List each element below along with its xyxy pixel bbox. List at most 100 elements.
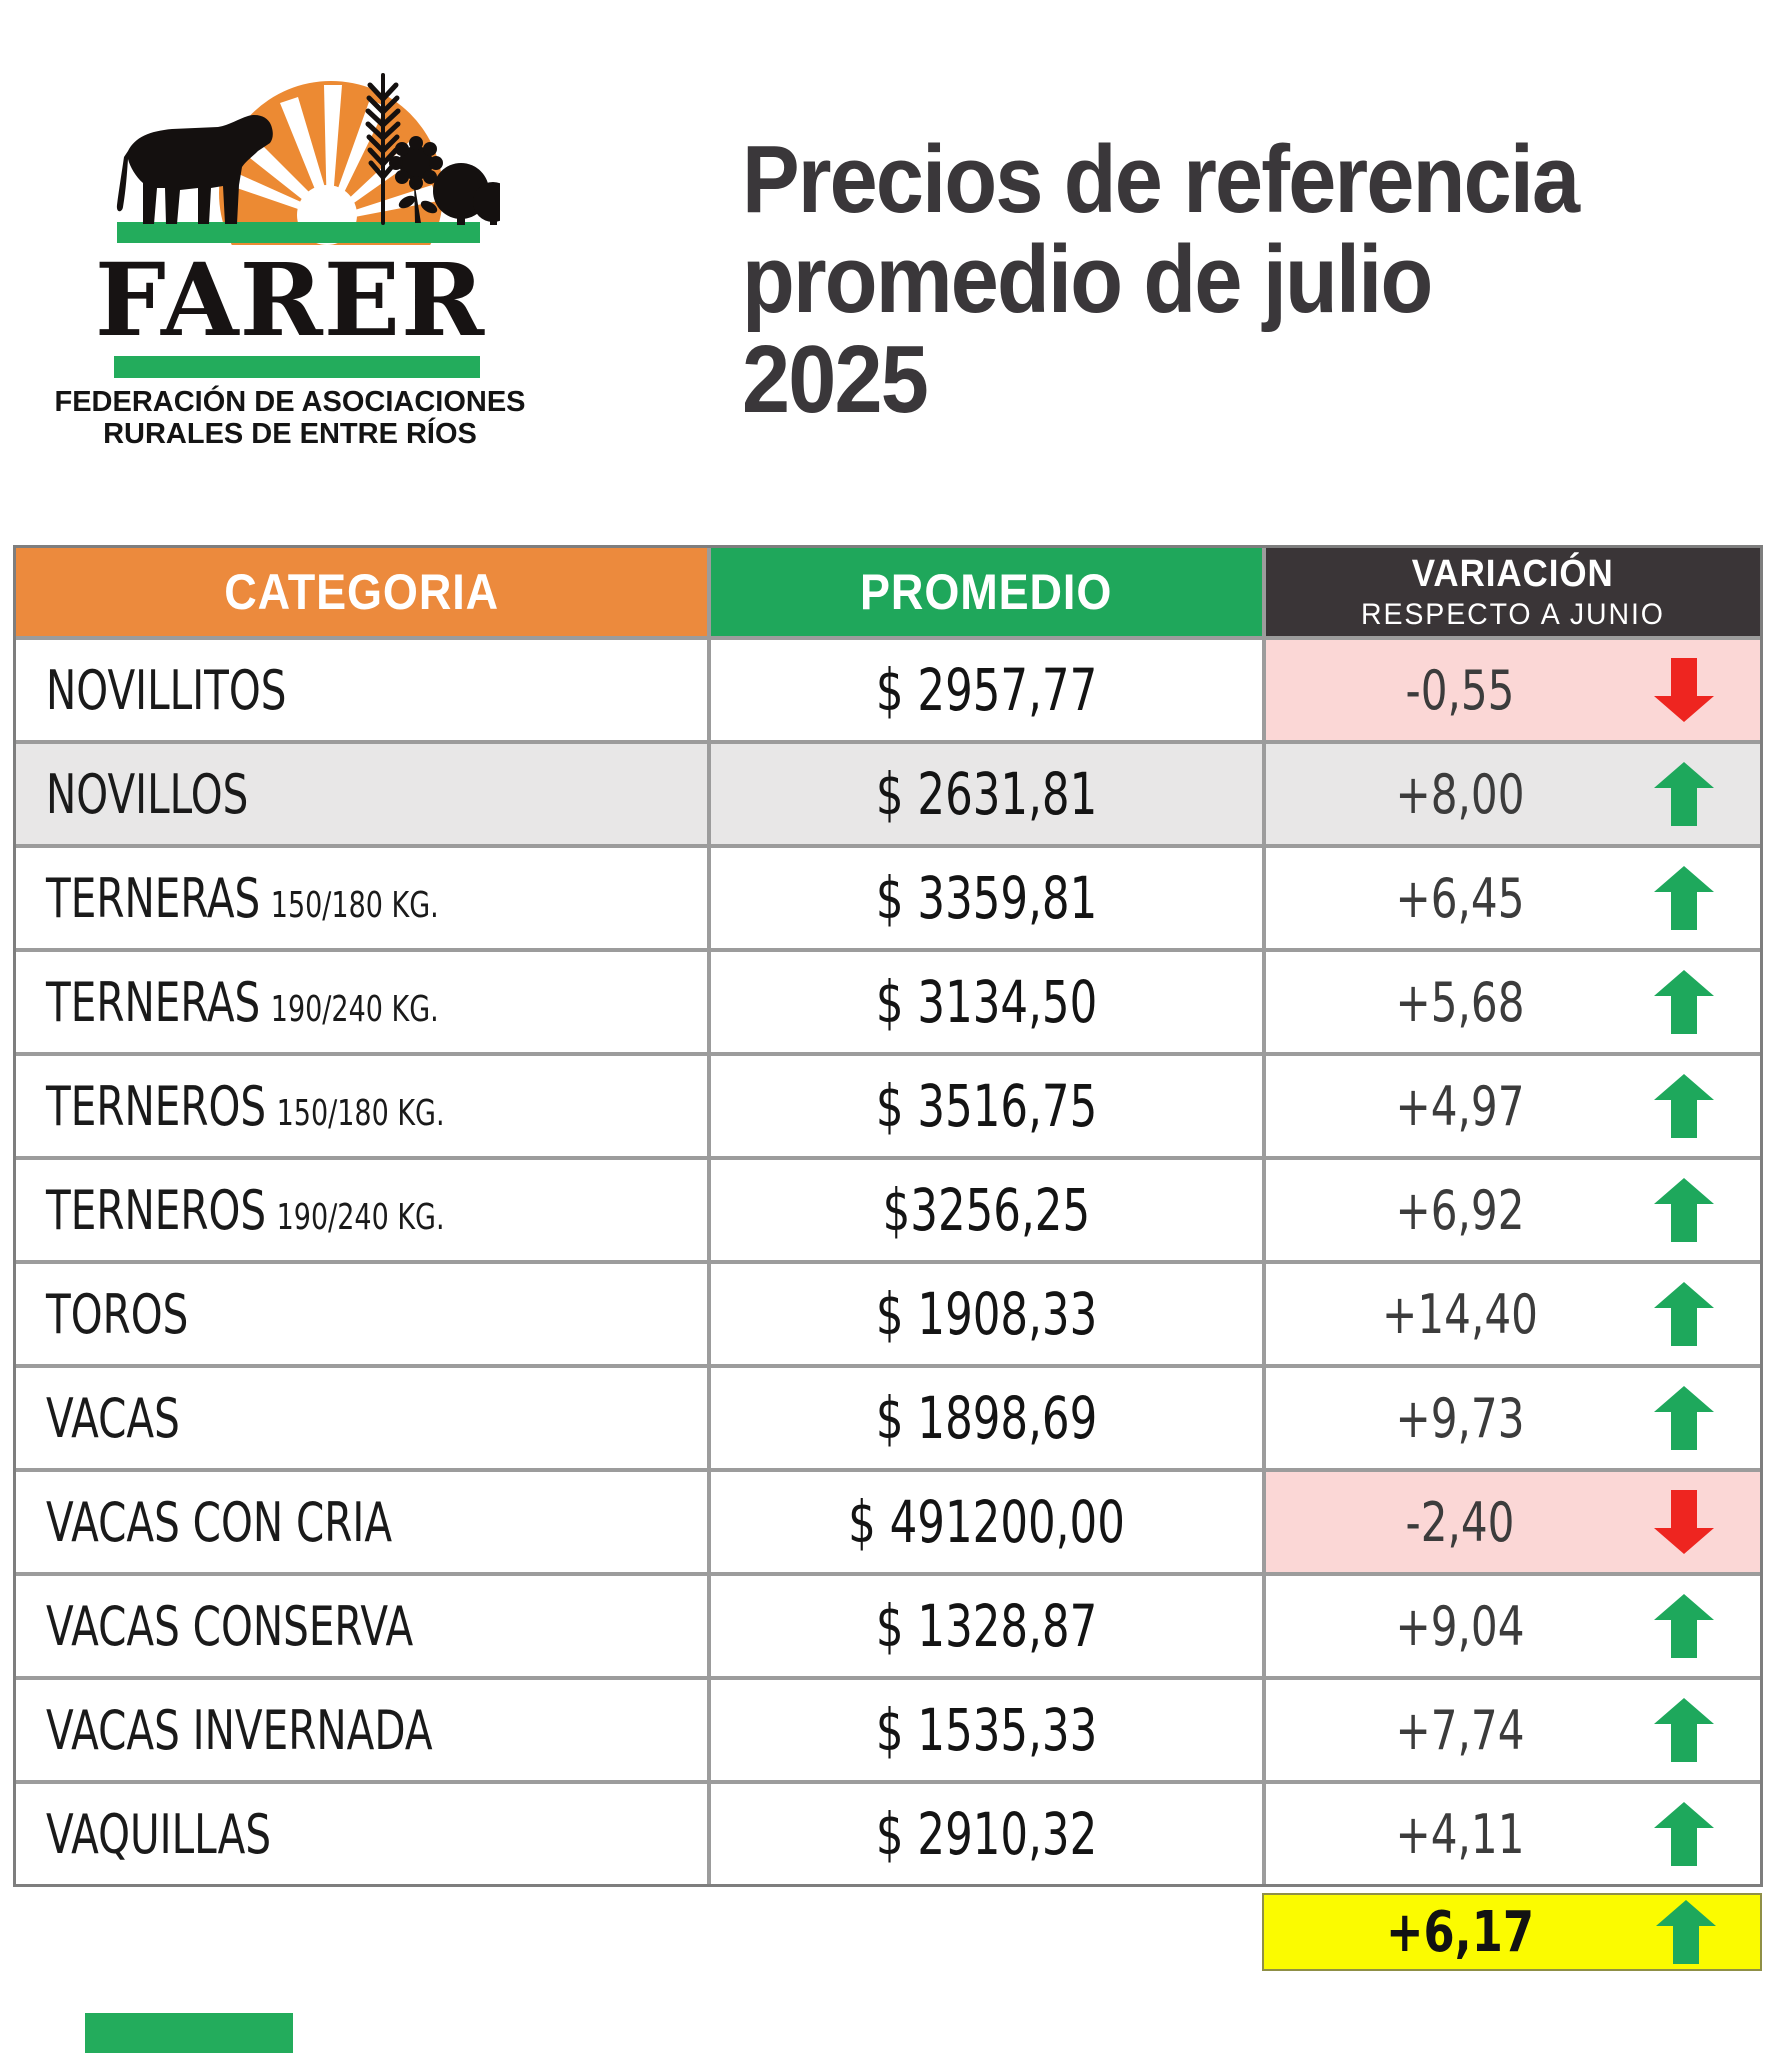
summary-variation-value: +6,17 bbox=[1385, 1899, 1535, 1965]
variation-cell: +4,97 bbox=[1266, 1056, 1760, 1156]
org-name-line2: RURALES DE ENTRE RÍOS bbox=[103, 418, 477, 450]
price-value: $ 1898,69 bbox=[875, 1384, 1098, 1452]
header-variacion: VARIACIÓN RESPECTO A JUNIO bbox=[1266, 548, 1760, 636]
category-label: VACAS CONSERVA bbox=[46, 1594, 414, 1658]
variation-value: +8,00 bbox=[1395, 762, 1525, 826]
price-value: $3256,25 bbox=[882, 1176, 1091, 1244]
farm-scene-logo bbox=[116, 73, 500, 245]
trend-up-arrow-icon bbox=[1654, 1074, 1714, 1138]
header-promedio: PROMEDIO bbox=[711, 548, 1262, 636]
category-weight-label: 190/240 KG. bbox=[270, 988, 439, 1030]
header-variacion-sublabel: RESPECTO A JUNIO bbox=[1361, 597, 1665, 631]
price-cell: $ 1908,33 bbox=[711, 1264, 1262, 1364]
category-cell: VACAS CONSERVA bbox=[16, 1576, 707, 1676]
org-name-line1: FEDERACIÓN DE ASOCIACIONES bbox=[54, 386, 526, 418]
category-label: VACAS INVERNADA bbox=[46, 1698, 433, 1762]
price-cell: $ 491200,00 bbox=[711, 1472, 1262, 1572]
summary-variation-cell: +6,17 bbox=[1262, 1893, 1762, 1971]
price-table: CATEGORIA PROMEDIO VARIACIÓN RESPECTO A … bbox=[13, 545, 1763, 1887]
trend-up-arrow-icon bbox=[1654, 866, 1714, 930]
trend-up-arrow-icon bbox=[1654, 1802, 1714, 1866]
category-cell: TERNERAS 150/180 KG. bbox=[16, 848, 707, 948]
price-cell: $ 3359,81 bbox=[711, 848, 1262, 948]
ground-bar bbox=[117, 222, 480, 243]
category-cell: VACAS INVERNADA bbox=[16, 1680, 707, 1780]
price-cell: $ 2957,77 bbox=[711, 640, 1262, 740]
price-value: $ 3516,75 bbox=[875, 1072, 1098, 1140]
category-cell: VAQUILLAS bbox=[16, 1784, 707, 1884]
category-label: TERNEROS bbox=[46, 1178, 267, 1242]
category-label: VACAS CON CRIA bbox=[46, 1490, 393, 1554]
price-cell: $ 3134,50 bbox=[711, 952, 1262, 1052]
logo-underline-bar bbox=[114, 356, 480, 378]
trend-up-arrow-icon bbox=[1654, 1282, 1714, 1346]
category-cell: TOROS bbox=[16, 1264, 707, 1364]
category-cell: TERNERAS 190/240 KG. bbox=[16, 952, 707, 1052]
price-cell: $ 1898,69 bbox=[711, 1368, 1262, 1468]
variation-value: +14,40 bbox=[1382, 1282, 1538, 1346]
title-line-3: 2025 bbox=[742, 326, 929, 433]
price-value: $ 3359,81 bbox=[875, 864, 1098, 932]
sunflower-icon bbox=[389, 136, 443, 223]
price-cell: $ 2910,32 bbox=[711, 1784, 1262, 1884]
category-cell: VACAS bbox=[16, 1368, 707, 1468]
title-line-2: promedio de julio bbox=[742, 226, 1433, 333]
trend-up-arrow-icon bbox=[1654, 970, 1714, 1034]
trend-down-arrow-icon bbox=[1654, 658, 1714, 722]
variation-cell: +8,00 bbox=[1266, 744, 1760, 844]
variation-value: -0,55 bbox=[1405, 658, 1515, 722]
category-weight-label: 150/180 KG. bbox=[270, 884, 439, 926]
price-value: $ 2957,77 bbox=[875, 656, 1098, 724]
price-cell: $3256,25 bbox=[711, 1160, 1262, 1260]
price-value: $ 1908,33 bbox=[875, 1280, 1098, 1348]
variation-cell: +14,40 bbox=[1266, 1264, 1760, 1364]
variation-value: +4,97 bbox=[1395, 1074, 1525, 1138]
variation-cell: +4,11 bbox=[1266, 1784, 1760, 1884]
trend-up-arrow-icon bbox=[1654, 1178, 1714, 1242]
category-cell: NOVILLITOS bbox=[16, 640, 707, 740]
category-label: VAQUILLAS bbox=[46, 1802, 272, 1866]
category-label: TOROS bbox=[46, 1282, 189, 1346]
variation-cell: +5,68 bbox=[1266, 952, 1760, 1052]
variation-cell: +6,92 bbox=[1266, 1160, 1760, 1260]
variation-value: -2,40 bbox=[1405, 1490, 1515, 1554]
trend-up-arrow-icon bbox=[1656, 1900, 1716, 1964]
category-cell: TERNEROS 190/240 KG. bbox=[16, 1160, 707, 1260]
variation-value: +9,04 bbox=[1395, 1594, 1525, 1658]
price-value: $ 3134,50 bbox=[875, 968, 1098, 1036]
price-value: $ 2910,32 bbox=[875, 1800, 1098, 1868]
header-promedio-label: PROMEDIO bbox=[860, 564, 1113, 620]
category-cell: TERNEROS 150/180 KG. bbox=[16, 1056, 707, 1156]
trend-up-arrow-icon bbox=[1654, 1386, 1714, 1450]
variation-value: +7,74 bbox=[1395, 1698, 1525, 1762]
trend-up-arrow-icon bbox=[1654, 762, 1714, 826]
variation-cell: +7,74 bbox=[1266, 1680, 1760, 1780]
price-cell: $ 3516,75 bbox=[711, 1056, 1262, 1156]
cow-icon bbox=[116, 115, 273, 224]
variation-value: +9,73 bbox=[1395, 1386, 1525, 1450]
trend-down-arrow-icon bbox=[1654, 1490, 1714, 1554]
price-cell: $ 1535,33 bbox=[711, 1680, 1262, 1780]
org-name: FEDERACIÓN DE ASOCIACIONES RURALES DE EN… bbox=[50, 386, 530, 450]
category-weight-label: 150/180 KG. bbox=[276, 1092, 445, 1134]
variation-cell: -2,40 bbox=[1266, 1472, 1760, 1572]
header-categoria-label: CATEGORIA bbox=[224, 564, 499, 620]
category-label: NOVILLITOS bbox=[46, 658, 287, 722]
category-label: TERNERAS bbox=[46, 866, 261, 930]
price-value: $ 491200,00 bbox=[848, 1488, 1125, 1556]
header-variacion-label: VARIACIÓN bbox=[1412, 552, 1614, 595]
variation-value: +6,92 bbox=[1395, 1178, 1525, 1242]
variation-cell: -0,55 bbox=[1266, 640, 1760, 740]
category-cell: VACAS CON CRIA bbox=[16, 1472, 707, 1572]
trend-up-arrow-icon bbox=[1654, 1698, 1714, 1762]
category-label: VACAS bbox=[46, 1386, 180, 1450]
category-cell: NOVILLOS bbox=[16, 744, 707, 844]
variation-value: +4,11 bbox=[1395, 1802, 1525, 1866]
page-title: Precios de referencia promedio de julio … bbox=[742, 130, 1762, 430]
title-line-1: Precios de referencia bbox=[742, 126, 1580, 233]
variation-cell: +9,04 bbox=[1266, 1576, 1760, 1676]
price-value: $ 1535,33 bbox=[875, 1696, 1098, 1764]
category-label: NOVILLOS bbox=[46, 762, 249, 826]
trend-up-arrow-icon bbox=[1654, 1594, 1714, 1658]
category-weight-label: 190/240 KG. bbox=[276, 1196, 445, 1238]
